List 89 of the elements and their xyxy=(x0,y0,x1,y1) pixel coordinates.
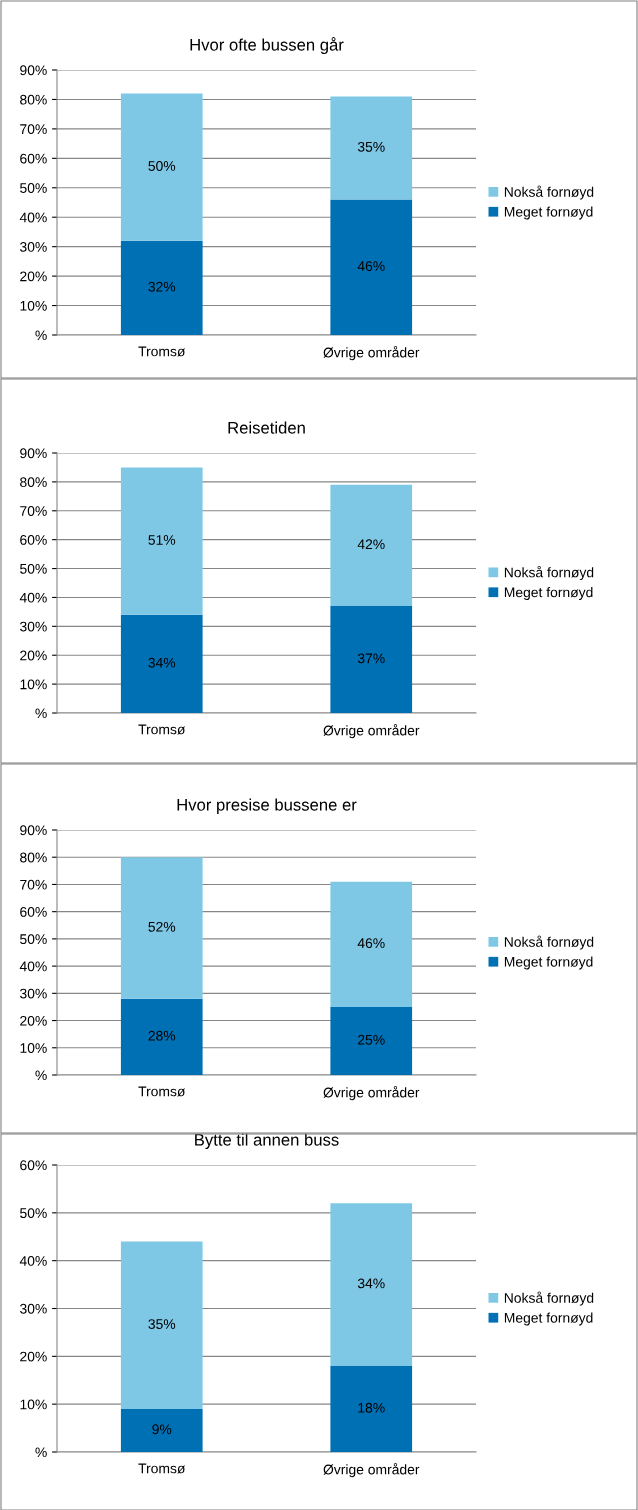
data-label: 46% xyxy=(357,261,385,272)
y-tick-label: 80% xyxy=(20,477,47,488)
legend-label: Nokså fornøyd xyxy=(504,1291,594,1306)
data-label: 34% xyxy=(357,1278,385,1289)
data-label: 9% xyxy=(152,1424,172,1435)
y-tick-label: 10% xyxy=(20,679,47,690)
chart-title: Bytte til annen buss xyxy=(195,1133,339,1150)
y-tick-label: 90% xyxy=(20,448,47,459)
data-label: 35% xyxy=(148,1319,176,1329)
y-tick-label: 70% xyxy=(20,124,47,135)
data-label: 35% xyxy=(357,141,385,152)
y-tick-label: 50% xyxy=(20,183,47,193)
y-tick-label: 60% xyxy=(20,535,47,545)
data-label: 51% xyxy=(148,535,176,545)
y-tick-label: 50% xyxy=(20,1208,47,1218)
bar xyxy=(330,1365,413,1452)
y-tick-label: 60% xyxy=(20,907,47,917)
bar xyxy=(120,1241,203,1409)
data-label: 25% xyxy=(358,1034,385,1045)
chart-title: Hvor presise bussene er xyxy=(177,798,357,815)
y-tick-label: % xyxy=(35,330,47,341)
x-tick-label: Øvrige områder xyxy=(323,346,420,361)
y-tick-label: 10% xyxy=(20,1043,47,1053)
legend-label: Meget fornøyd xyxy=(504,1312,593,1326)
y-tick-label: 90% xyxy=(20,65,47,76)
x-tick-label: Tromsø xyxy=(138,1086,186,1097)
data-label: 34% xyxy=(148,657,176,668)
y-tick-label: 60% xyxy=(20,1160,47,1171)
bar xyxy=(330,606,413,713)
data-label: 46% xyxy=(357,938,385,949)
y-tick-label: 10% xyxy=(20,1399,47,1410)
data-label: 52% xyxy=(148,921,176,932)
y-tick-label: 20% xyxy=(20,1015,47,1026)
bar xyxy=(120,614,203,713)
x-tick-label: Øvrige områder xyxy=(323,724,420,739)
x-tick-label: Tromsø xyxy=(138,1463,186,1474)
bar xyxy=(330,199,413,335)
y-tick-label: % xyxy=(35,1070,47,1081)
y-tick-label: 30% xyxy=(20,621,47,632)
legend-label: Meget fornøyd xyxy=(504,956,593,970)
data-label: 32% xyxy=(148,281,176,292)
data-label: 42% xyxy=(357,539,385,550)
bar xyxy=(330,1006,413,1075)
bar xyxy=(120,93,203,241)
y-tick-label: 70% xyxy=(20,879,47,890)
y-tick-label: 40% xyxy=(19,212,47,223)
x-tick-label: Tromsø xyxy=(138,346,186,357)
bar xyxy=(330,484,413,607)
x-tick-label: Øvrige områder xyxy=(323,1086,420,1101)
y-tick-label: 60% xyxy=(20,153,47,164)
data-label: 50% xyxy=(148,161,176,171)
bar xyxy=(120,1408,203,1452)
y-tick-label: 50% xyxy=(20,563,47,574)
bar xyxy=(120,240,203,335)
y-tick-label: 40% xyxy=(19,961,47,972)
legend-label: Meget fornøyd xyxy=(504,206,593,220)
y-tick-label: 40% xyxy=(19,592,47,603)
legend-label: Nokså fornøyd xyxy=(504,185,594,200)
y-tick-label: 20% xyxy=(20,271,47,282)
y-tick-label: 80% xyxy=(20,852,47,863)
chart-title: Hvor ofte bussen går xyxy=(190,37,344,55)
bar xyxy=(330,1203,413,1366)
y-tick-label: 30% xyxy=(20,242,47,252)
data-label: 37% xyxy=(357,653,385,664)
y-tick-label: % xyxy=(35,708,47,719)
y-tick-label: 50% xyxy=(20,934,47,945)
bar xyxy=(120,998,203,1075)
y-tick-label: % xyxy=(35,1447,47,1458)
legend-label: Meget fornøyd xyxy=(504,587,593,600)
y-tick-label: 80% xyxy=(20,94,47,105)
y-tick-label: 70% xyxy=(20,506,47,516)
bar xyxy=(120,857,203,999)
y-tick-label: 10% xyxy=(20,300,47,311)
y-tick-label: 40% xyxy=(19,1256,47,1266)
x-tick-label: Øvrige områder xyxy=(323,1463,420,1478)
data-label: 28% xyxy=(148,1030,176,1041)
bar xyxy=(330,96,413,200)
legend-label: Nokså fornøyd xyxy=(504,935,594,950)
chart-title: Reisetiden xyxy=(228,421,305,434)
legend-label: Nokså fornøyd xyxy=(504,566,594,581)
y-tick-label: 20% xyxy=(20,1351,47,1362)
bar xyxy=(330,881,413,1007)
bar xyxy=(120,467,203,615)
y-tick-label: 20% xyxy=(20,650,47,661)
y-tick-label: 30% xyxy=(20,1303,47,1314)
data-label: 18% xyxy=(358,1402,385,1413)
x-tick-label: Tromsø xyxy=(138,724,186,735)
y-tick-label: 30% xyxy=(20,988,47,999)
y-tick-label: 90% xyxy=(20,825,47,836)
